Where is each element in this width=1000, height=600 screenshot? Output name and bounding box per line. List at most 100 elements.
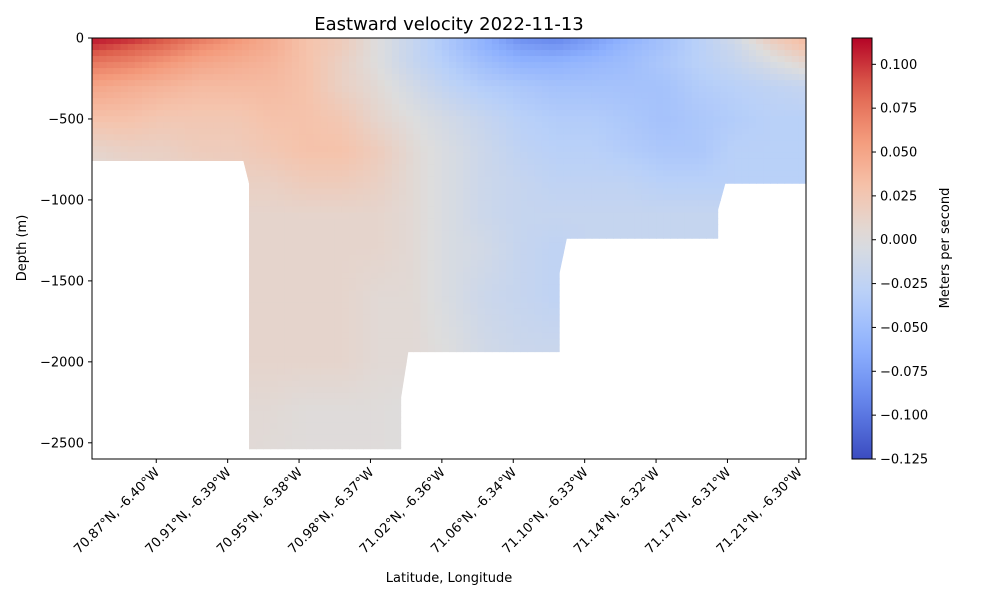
velocity-cell bbox=[291, 194, 300, 201]
velocity-cell bbox=[763, 122, 771, 129]
velocity-cell bbox=[677, 152, 686, 159]
velocity-cell bbox=[520, 74, 529, 81]
velocity-cell bbox=[370, 50, 379, 57]
velocity-cell bbox=[427, 236, 436, 244]
velocity-cell bbox=[484, 284, 493, 292]
velocity-cell bbox=[734, 116, 743, 123]
velocity-cell bbox=[434, 236, 443, 244]
velocity-cell bbox=[727, 158, 736, 165]
velocity-cell bbox=[284, 62, 293, 69]
velocity-cell bbox=[777, 38, 786, 45]
velocity-cell bbox=[149, 74, 157, 81]
velocity-cell bbox=[191, 74, 200, 81]
velocity-cell bbox=[277, 224, 286, 232]
velocity-cell bbox=[584, 134, 593, 141]
velocity-cell bbox=[299, 248, 307, 256]
velocity-cell bbox=[370, 152, 379, 159]
velocity-cell bbox=[491, 284, 500, 292]
velocity-cell bbox=[420, 92, 429, 99]
velocity-cell bbox=[713, 146, 721, 153]
velocity-cell bbox=[334, 122, 343, 129]
velocity-cell bbox=[206, 122, 214, 129]
velocity-cell bbox=[277, 272, 286, 280]
velocity-cell bbox=[498, 314, 507, 322]
velocity-cell bbox=[634, 86, 643, 93]
velocity-cell bbox=[256, 134, 264, 141]
velocity-cell bbox=[684, 116, 693, 123]
velocity-cell bbox=[377, 152, 386, 159]
velocity-cell bbox=[320, 116, 329, 123]
velocity-cell bbox=[470, 302, 479, 310]
velocity-cell bbox=[498, 320, 507, 328]
velocity-cell bbox=[556, 200, 564, 207]
velocity-cell bbox=[577, 50, 586, 57]
velocity-cell bbox=[734, 74, 743, 81]
velocity-cell bbox=[356, 128, 364, 135]
velocity-cell bbox=[627, 68, 636, 75]
velocity-cell bbox=[277, 44, 286, 51]
velocity-cell bbox=[741, 128, 750, 135]
velocity-cell bbox=[463, 218, 472, 226]
velocity-cell bbox=[313, 176, 322, 183]
velocity-cell bbox=[391, 272, 400, 280]
velocity-cell bbox=[427, 74, 436, 81]
velocity-cell bbox=[263, 230, 272, 238]
velocity-cell bbox=[406, 104, 414, 111]
velocity-cell bbox=[249, 62, 257, 69]
velocity-cell bbox=[513, 152, 521, 159]
velocity-cell bbox=[513, 146, 521, 153]
velocity-cell bbox=[463, 110, 472, 117]
velocity-cell bbox=[420, 230, 429, 238]
velocity-cell bbox=[591, 224, 600, 232]
velocity-cell bbox=[520, 272, 529, 280]
velocity-cell bbox=[327, 230, 336, 238]
velocity-cell bbox=[648, 194, 657, 201]
velocity-cell bbox=[784, 158, 793, 165]
velocity-cell bbox=[313, 182, 322, 189]
velocity-cell bbox=[456, 92, 464, 99]
velocity-cell bbox=[513, 80, 521, 87]
velocity-cell bbox=[491, 248, 500, 256]
velocity-cell bbox=[384, 200, 393, 207]
velocity-cell bbox=[270, 128, 279, 135]
velocity-cell bbox=[613, 140, 621, 147]
velocity-cell bbox=[541, 176, 550, 183]
velocity-cell bbox=[548, 128, 557, 135]
velocity-cell bbox=[391, 152, 400, 159]
velocity-cell bbox=[598, 230, 607, 238]
velocity-cell bbox=[491, 80, 500, 87]
velocity-cell bbox=[520, 80, 529, 87]
velocity-cell bbox=[291, 152, 300, 159]
velocity-cell bbox=[770, 98, 779, 105]
velocity-cell bbox=[341, 170, 350, 177]
velocity-cell bbox=[670, 212, 679, 220]
velocity-cell bbox=[241, 62, 250, 69]
velocity-cell bbox=[456, 80, 464, 87]
velocity-cell bbox=[691, 74, 700, 81]
velocity-cell bbox=[663, 80, 671, 87]
velocity-cell bbox=[191, 86, 200, 93]
velocity-cell bbox=[106, 122, 115, 129]
velocity-cell bbox=[456, 134, 464, 141]
velocity-cell bbox=[313, 332, 322, 340]
velocity-cell bbox=[784, 146, 793, 153]
velocity-cell bbox=[341, 62, 350, 69]
velocity-cell bbox=[191, 140, 200, 147]
velocity-cell bbox=[327, 80, 336, 87]
velocity-cell bbox=[627, 218, 636, 226]
velocity-cell bbox=[584, 140, 593, 147]
velocity-cell bbox=[413, 314, 422, 322]
velocity-cell bbox=[484, 302, 493, 310]
velocity-cell bbox=[670, 62, 679, 69]
velocity-cell bbox=[634, 218, 643, 226]
velocity-cell bbox=[577, 122, 586, 129]
velocity-cell bbox=[598, 158, 607, 165]
velocity-cell bbox=[320, 314, 329, 322]
velocity-cell bbox=[391, 218, 400, 226]
velocity-cell bbox=[420, 290, 429, 298]
velocity-cell bbox=[598, 80, 607, 87]
velocity-cell bbox=[427, 266, 436, 274]
velocity-cell bbox=[263, 62, 272, 69]
velocity-cell bbox=[377, 290, 386, 298]
velocity-cell bbox=[470, 290, 479, 298]
